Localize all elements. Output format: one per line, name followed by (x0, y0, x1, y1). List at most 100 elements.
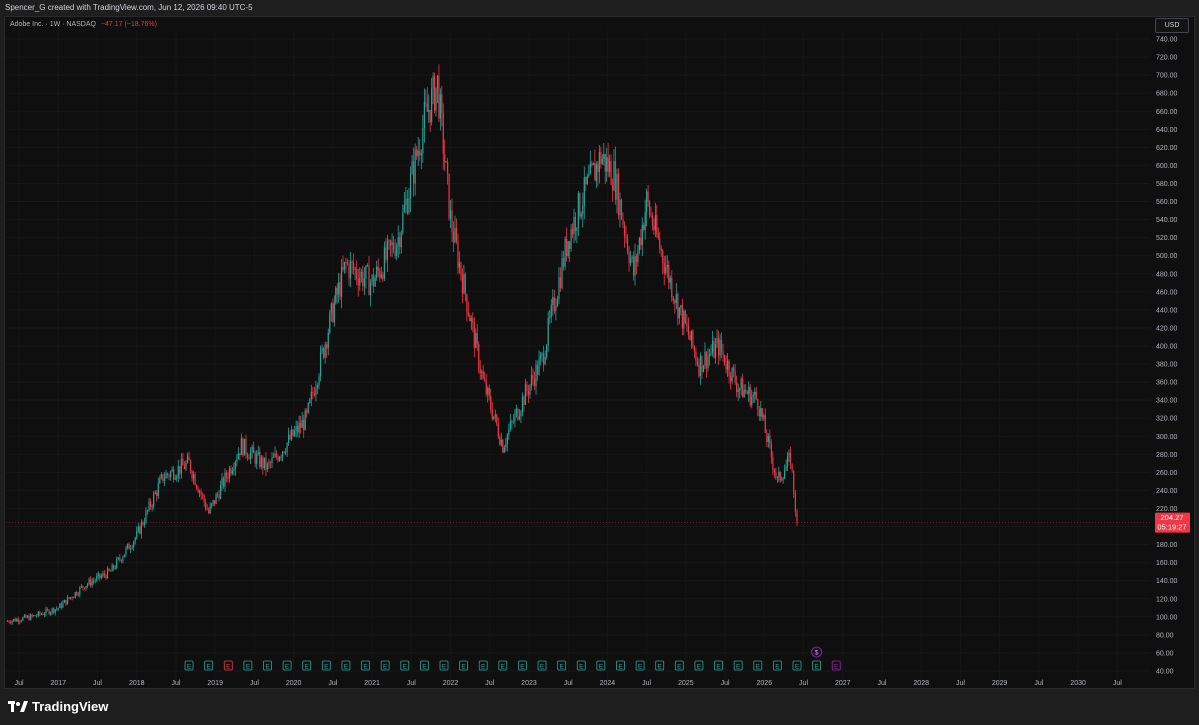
candle (463, 274, 465, 294)
candle (734, 371, 736, 383)
candle (737, 390, 739, 393)
earnings-marker[interactable] (184, 660, 194, 671)
earnings-marker[interactable] (419, 660, 429, 671)
earnings-marker[interactable] (812, 660, 822, 671)
earnings-marker[interactable] (204, 660, 214, 671)
candle (191, 471, 193, 479)
candle (671, 277, 673, 298)
earnings-marker[interactable] (792, 660, 802, 671)
earnings-marker[interactable] (674, 660, 684, 671)
time-tick-label: 2030 (1070, 680, 1086, 687)
candle (623, 224, 626, 236)
chart-pane[interactable] (4, 16, 1195, 689)
price-tick-label: 240.00 (1156, 488, 1178, 495)
earnings-marker[interactable] (439, 660, 449, 671)
candle (362, 271, 364, 287)
earnings-marker[interactable] (243, 660, 253, 671)
candle (684, 310, 686, 323)
earnings-marker[interactable] (537, 660, 547, 671)
earnings-marker[interactable] (596, 660, 606, 671)
earnings-marker[interactable] (753, 660, 763, 671)
earnings-marker-label: E (756, 664, 761, 671)
candle (425, 102, 427, 104)
candle (689, 335, 691, 341)
price-tick-label: 280.00 (1156, 452, 1178, 459)
earnings-marker[interactable] (831, 660, 841, 671)
price-tick-label: 340.00 (1156, 398, 1178, 405)
earnings-marker[interactable] (459, 660, 469, 671)
candle (713, 340, 715, 358)
earnings-marker[interactable] (714, 660, 723, 671)
candle (701, 355, 703, 372)
earnings-marker-label: E (363, 664, 368, 671)
candle (59, 603, 61, 608)
earnings-marker-label: E (579, 664, 584, 671)
candle (298, 422, 300, 433)
earnings-marker[interactable] (498, 660, 508, 671)
candle (263, 457, 266, 469)
earnings-marker[interactable] (655, 660, 665, 671)
candle (535, 364, 537, 387)
earnings-marker-label: E (344, 664, 349, 671)
candle (126, 543, 129, 548)
candle (660, 248, 662, 251)
earnings-marker[interactable] (478, 660, 488, 671)
candle (356, 269, 358, 279)
price-tick-label: 660.00 (1156, 109, 1178, 116)
candle (54, 609, 56, 613)
earnings-marker[interactable] (400, 660, 410, 671)
candle (303, 419, 305, 431)
time-tick-label: Jul (15, 680, 24, 687)
candle (725, 364, 727, 370)
earnings-marker[interactable] (694, 660, 704, 671)
earnings-marker[interactable] (321, 660, 331, 671)
candle (564, 238, 566, 267)
candle (236, 459, 238, 462)
candle (698, 364, 700, 376)
earnings-marker[interactable] (518, 660, 527, 671)
earnings-marker[interactable] (635, 660, 645, 671)
candle (632, 256, 635, 276)
candle (202, 494, 204, 496)
candle (105, 575, 107, 579)
tradingview-logo[interactable]: TradingView (8, 699, 108, 714)
candle (151, 506, 153, 508)
candle (547, 318, 549, 346)
earnings-marker[interactable] (223, 660, 233, 671)
candle (580, 213, 582, 217)
candle (162, 474, 164, 482)
candle (86, 584, 89, 587)
candle (316, 385, 319, 389)
candle (182, 459, 184, 466)
candle (281, 451, 284, 457)
candle (591, 163, 593, 165)
price-tick-label: 480.00 (1156, 271, 1178, 278)
earnings-marker[interactable] (557, 660, 567, 671)
earnings-marker[interactable] (361, 660, 370, 671)
earnings-marker[interactable] (772, 660, 782, 671)
candle (451, 210, 453, 233)
earnings-marker[interactable] (302, 660, 312, 671)
candle (192, 474, 195, 479)
earnings-marker[interactable] (576, 660, 586, 671)
earnings-marker[interactable] (733, 660, 743, 671)
earnings-marker[interactable] (616, 660, 625, 671)
earnings-marker[interactable] (341, 660, 351, 671)
candle (340, 266, 343, 297)
earnings-marker[interactable] (263, 660, 272, 671)
candle (189, 460, 192, 472)
currency-button[interactable]: USD (1155, 18, 1189, 33)
candle (793, 470, 795, 494)
split-icon[interactable] (811, 646, 823, 658)
candle (656, 215, 658, 234)
earnings-marker[interactable] (380, 660, 390, 671)
candle (345, 261, 347, 263)
candle (109, 570, 112, 572)
candle (776, 476, 778, 478)
earnings-marker-label: E (226, 664, 231, 671)
candle (517, 408, 519, 420)
candle (156, 492, 158, 497)
earnings-marker[interactable] (282, 660, 292, 671)
symbol-legend[interactable]: Adobe Inc. · 1W · NASDAQ −47.17 (−18.76%… (10, 21, 157, 28)
